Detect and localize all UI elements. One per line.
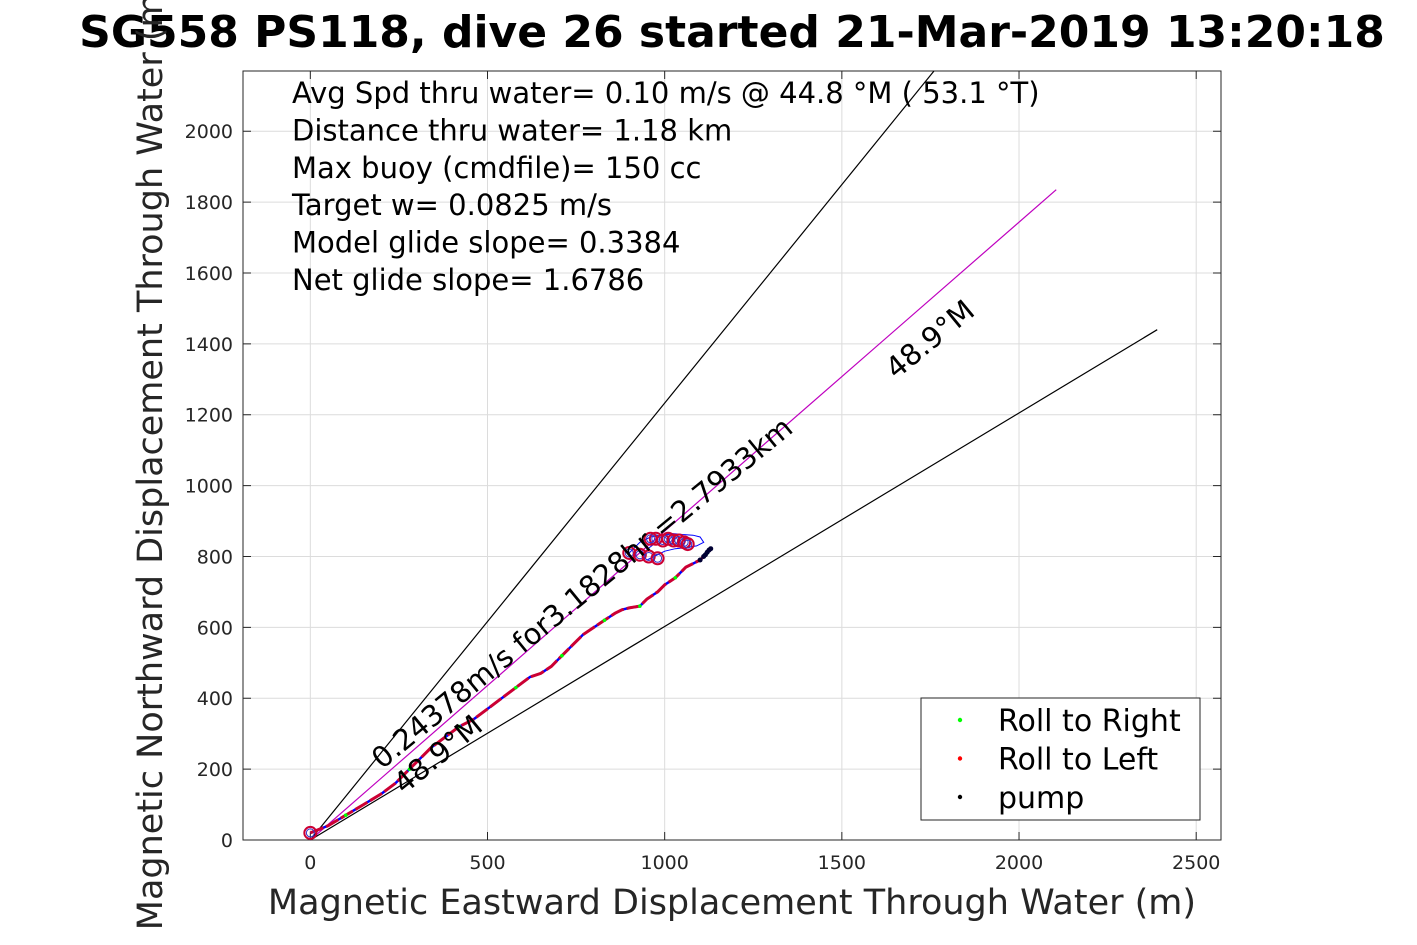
tick-labels: 0 500 1000 1500 2000 2500 0 200 400 600 800 1000 120… xyxy=(185,121,1221,874)
y-tick-label: 200 xyxy=(197,759,233,781)
depth-marker-circle xyxy=(641,549,656,564)
roll-right-point xyxy=(457,724,461,729)
pump-point xyxy=(708,546,714,552)
roll-right-point xyxy=(602,618,607,623)
x-axis-label: Magnetic Eastward Displacement Through W… xyxy=(268,883,1196,923)
y-tick-label: 1800 xyxy=(185,192,233,214)
track-speed-annotation: 0.24378m/s for3.1828hr =2.7933km xyxy=(365,410,799,775)
x-tick-label: 500 xyxy=(469,852,505,874)
stat-line: Target w= 0.0825 m/s xyxy=(291,188,612,222)
roll-right-point xyxy=(407,767,412,771)
axis-ticks xyxy=(243,71,1221,841)
y-tick-label: 1600 xyxy=(185,263,233,285)
depth-marker-inner xyxy=(646,534,655,544)
depth-marker-circle xyxy=(666,533,681,548)
dive-track xyxy=(303,531,714,840)
x-tick-label: 1500 xyxy=(818,852,866,874)
reference-lines xyxy=(309,70,1158,841)
legend-box xyxy=(920,697,1201,821)
roll-right-point xyxy=(560,653,564,658)
y-tick-label: 2000 xyxy=(185,121,233,143)
y-tick-label: 1000 xyxy=(185,476,233,498)
depth-marker-inner xyxy=(653,553,663,563)
x-tick-label: 0 xyxy=(304,852,316,874)
legend-label: Roll to Right xyxy=(998,704,1181,739)
y-tick-label: 1200 xyxy=(185,405,233,427)
stat-line: Avg Spd thru water= 0.10 m/s @ 44.8 °M (… xyxy=(292,76,1040,110)
track-roll-left xyxy=(309,548,712,835)
reference-line-cone-lower xyxy=(310,329,1158,841)
legend-marker xyxy=(957,717,963,723)
roll-right-point xyxy=(673,575,678,580)
depth-marker-circle xyxy=(632,547,647,562)
chart-title: SG558 PS118, dive 26 started 21-Mar-2019… xyxy=(79,7,1385,58)
reference-line-heading xyxy=(309,189,1057,841)
depth-marker-circle xyxy=(680,537,695,552)
roll-right-point xyxy=(343,813,348,817)
stat-line: Max buoy (cmdfile)= 150 cc xyxy=(292,151,701,185)
depth-marker-circle xyxy=(622,545,637,560)
x-tick-label: 2500 xyxy=(1172,852,1220,874)
heading-annotation-upper: 48.9°M xyxy=(879,293,981,385)
y-tick-label: 600 xyxy=(197,617,233,639)
depth-marker-inner xyxy=(305,828,315,838)
y-tick-label: 1400 xyxy=(185,334,233,356)
grid xyxy=(243,71,1221,841)
depth-marker-circle xyxy=(643,531,658,546)
pump-point xyxy=(697,557,703,563)
x-tick-label: 1000 xyxy=(640,852,688,874)
y-axis-label: Magnetic Northward Displacement Through … xyxy=(131,0,171,930)
legend-label: Roll to Left xyxy=(998,743,1158,778)
stat-line: Model glide slope= 0.3384 xyxy=(292,226,680,260)
y-tick-label: 400 xyxy=(197,688,233,710)
stat-line: Net glide slope= 1.6786 xyxy=(292,263,644,297)
legend-marker xyxy=(957,756,963,761)
depth-marker-inner xyxy=(683,539,693,549)
plot-area xyxy=(242,70,1222,841)
reference-line-cone-upper xyxy=(309,70,935,841)
depth-marker-circle xyxy=(650,551,665,566)
roll-right-point xyxy=(514,685,518,690)
stat-line: Distance thru water= 1.18 km xyxy=(292,113,732,147)
stats-box: Avg Spd thru water= 0.10 m/s @ 44.8 °M (… xyxy=(291,76,1040,297)
x-tick-label: 2000 xyxy=(995,852,1043,874)
y-tick-label: 0 xyxy=(221,830,233,852)
legend-marker xyxy=(957,794,963,800)
roll-right-point xyxy=(638,604,642,608)
legend-label: pump xyxy=(998,781,1084,816)
depth-marker-circle xyxy=(303,825,318,840)
y-tick-label: 800 xyxy=(197,546,233,568)
